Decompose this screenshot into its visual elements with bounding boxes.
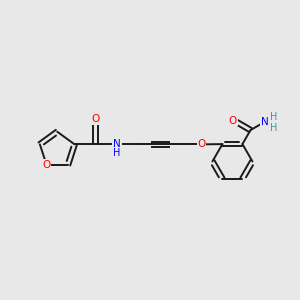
Text: O: O bbox=[229, 116, 237, 125]
Text: O: O bbox=[197, 140, 206, 149]
Text: H: H bbox=[113, 148, 121, 158]
Text: O: O bbox=[42, 160, 51, 170]
Text: N: N bbox=[113, 140, 121, 149]
Text: N: N bbox=[260, 116, 268, 127]
Text: O: O bbox=[92, 114, 100, 124]
Text: H: H bbox=[269, 123, 277, 133]
Text: H: H bbox=[269, 112, 277, 122]
